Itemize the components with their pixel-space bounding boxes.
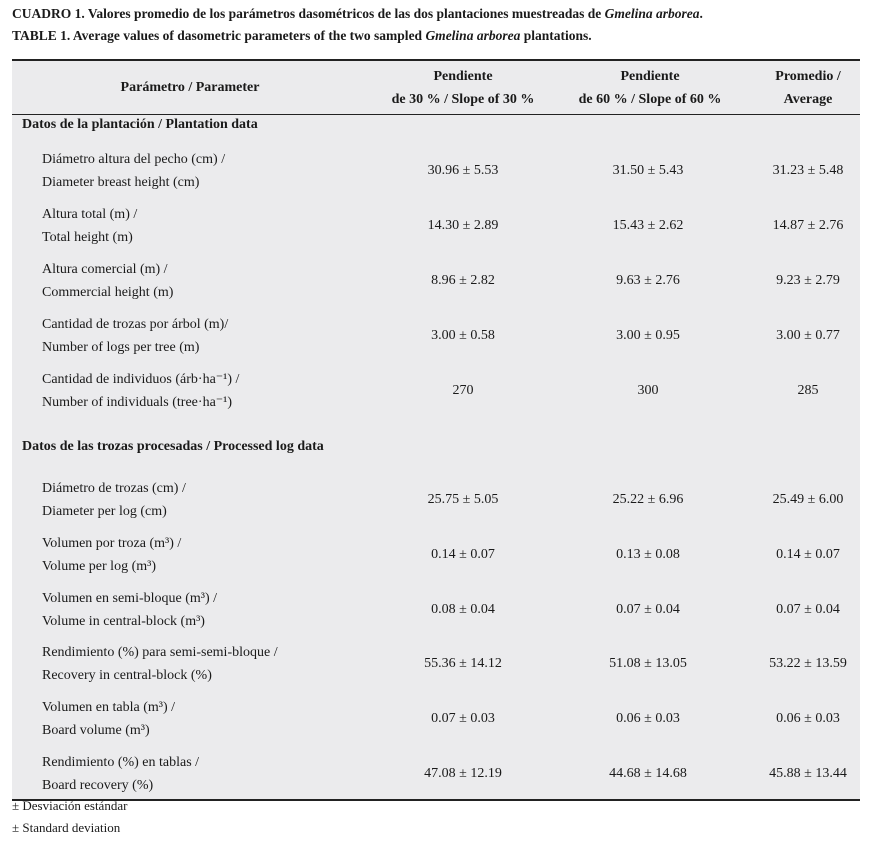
label-en: Volume per log (m³) <box>42 559 156 574</box>
caption-english: TABLE 1. Average values of dasometric pa… <box>12 28 592 43</box>
data-table: Parámetro / Parameter Pendiente de 30 % /… <box>12 59 860 801</box>
label-en: Number of individuals (tree·ha⁻¹) <box>42 395 233 410</box>
value-cell: 0.07 ± 0.03 <box>431 711 495 726</box>
label-es: Rendimiento (%) en tablas / <box>42 755 200 770</box>
value-cell: 0.14 ± 0.07 <box>776 547 840 562</box>
header-slope-60: Pendiente de 60 % / Slope of 60 % <box>578 69 722 107</box>
row-label: Cantidad de trozas por árbol (m)/ Number … <box>42 313 228 359</box>
label-en: Board volume (m³) <box>42 723 150 738</box>
row-label: Altura comercial (m) / Commercial height … <box>42 258 173 304</box>
value-cell: 3.00 ± 0.58 <box>431 328 495 343</box>
row-label: Rendimiento (%) para semi-semi-bloque / R… <box>42 641 278 687</box>
value-cell: 8.96 ± 2.82 <box>431 273 495 288</box>
footnote-es: ± Desviación estándar <box>12 798 128 813</box>
value-cell: 0.08 ± 0.04 <box>431 602 495 617</box>
value-cell: 14.87 ± 2.76 <box>772 218 844 233</box>
value-cell: 15.43 ± 2.62 <box>612 218 684 233</box>
header-divider <box>12 114 860 115</box>
value-cell: 51.08 ± 13.05 <box>609 656 687 671</box>
value-cell: 0.07 ± 0.04 <box>776 602 840 617</box>
value-cell: 25.75 ± 5.05 <box>427 492 499 507</box>
label-en: Recovery in central-block (%) <box>42 668 212 683</box>
header-parameter: Parámetro / Parameter <box>120 80 260 95</box>
value-cell: 3.00 ± 0.95 <box>616 328 680 343</box>
value-cell: 25.22 ± 6.96 <box>612 492 684 507</box>
label-en: Board recovery (%) <box>42 778 154 793</box>
caption-spanish: CUADRO 1. Valores promedio de los paráme… <box>12 6 703 21</box>
row-label: Volumen en semi-bloque (m³) / Volume in c… <box>42 587 217 633</box>
row-label: Cantidad de individuos (árb·ha⁻¹) / Numbe… <box>42 368 239 414</box>
value-cell: 14.30 ± 2.89 <box>427 218 499 233</box>
value-cell: 300 <box>637 383 659 398</box>
value-cell: 9.63 ± 2.76 <box>616 273 680 288</box>
section-title: Datos de las trozas procesadas / Process… <box>22 439 324 454</box>
row-label: Volumen en tabla (m³) / Board volume (m³) <box>42 696 175 742</box>
footnote-en: ± Standard deviation <box>12 820 121 835</box>
value-cell: 0.06 ± 0.03 <box>616 711 680 726</box>
value-cell: 0.06 ± 0.03 <box>776 711 840 726</box>
label-es: Volumen por troza (m³) / <box>42 536 182 551</box>
label-es: Diámetro de trozas (cm) / <box>42 481 186 496</box>
label-en: Diameter breast height (cm) <box>42 175 200 190</box>
value-cell: 0.07 ± 0.04 <box>616 602 680 617</box>
row-label: Diámetro altura del pecho (cm) / Diameter… <box>42 148 225 194</box>
value-cell: 55.36 ± 14.12 <box>424 656 502 671</box>
value-cell: 270 <box>452 383 474 398</box>
header-slope-30: Pendiente de 30 % / Slope of 30 % <box>391 69 535 107</box>
label-es: Rendimiento (%) para semi-semi-bloque / <box>42 645 278 660</box>
label-es: Volumen en semi-bloque (m³) / <box>42 591 218 606</box>
section-title: Datos de la plantación / Plantation data <box>22 117 258 132</box>
value-cell: 31.50 ± 5.43 <box>612 163 684 178</box>
value-cell: 25.49 ± 6.00 <box>772 492 844 507</box>
value-cell: 9.23 ± 2.79 <box>776 273 840 288</box>
label-en: Diameter per log (cm) <box>42 504 167 519</box>
value-cell: 285 <box>797 383 819 398</box>
label-es: Diámetro altura del pecho (cm) / <box>42 152 226 167</box>
header-average: Promedio / Average <box>775 69 841 107</box>
row-label: Diámetro de trozas (cm) / Diameter per lo… <box>42 477 186 523</box>
value-cell: 53.22 ± 13.59 <box>769 656 847 671</box>
label-es: Altura comercial (m) / <box>42 262 168 277</box>
label-en: Volume in central-block (m³) <box>42 614 205 629</box>
value-cell: 45.88 ± 13.44 <box>769 766 847 781</box>
value-cell: 44.68 ± 14.68 <box>609 766 687 781</box>
value-cell: 31.23 ± 5.48 <box>772 163 844 178</box>
row-label: Volumen por troza (m³) / Volume per log (… <box>42 532 181 578</box>
label-en: Commercial height (m) <box>42 285 174 300</box>
row-label: Altura total (m) / Total height (m) <box>42 203 137 249</box>
row-label: Rendimiento (%) en tablas / Board recover… <box>42 751 199 797</box>
value-cell: 47.08 ± 12.19 <box>424 766 502 781</box>
label-en: Total height (m) <box>42 230 133 245</box>
value-cell: 0.14 ± 0.07 <box>431 547 495 562</box>
label-en: Number of logs per tree (m) <box>42 340 200 355</box>
value-cell: 0.13 ± 0.08 <box>616 547 680 562</box>
value-cell: 3.00 ± 0.77 <box>776 328 840 343</box>
label-es: Altura total (m) / <box>42 207 138 222</box>
label-es: Cantidad de trozas por árbol (m)/ <box>42 317 229 332</box>
value-cell: 30.96 ± 5.53 <box>427 163 499 178</box>
label-es: Cantidad de individuos (árb·ha⁻¹) / <box>42 372 240 387</box>
label-es: Volumen en tabla (m³) / <box>42 700 176 715</box>
